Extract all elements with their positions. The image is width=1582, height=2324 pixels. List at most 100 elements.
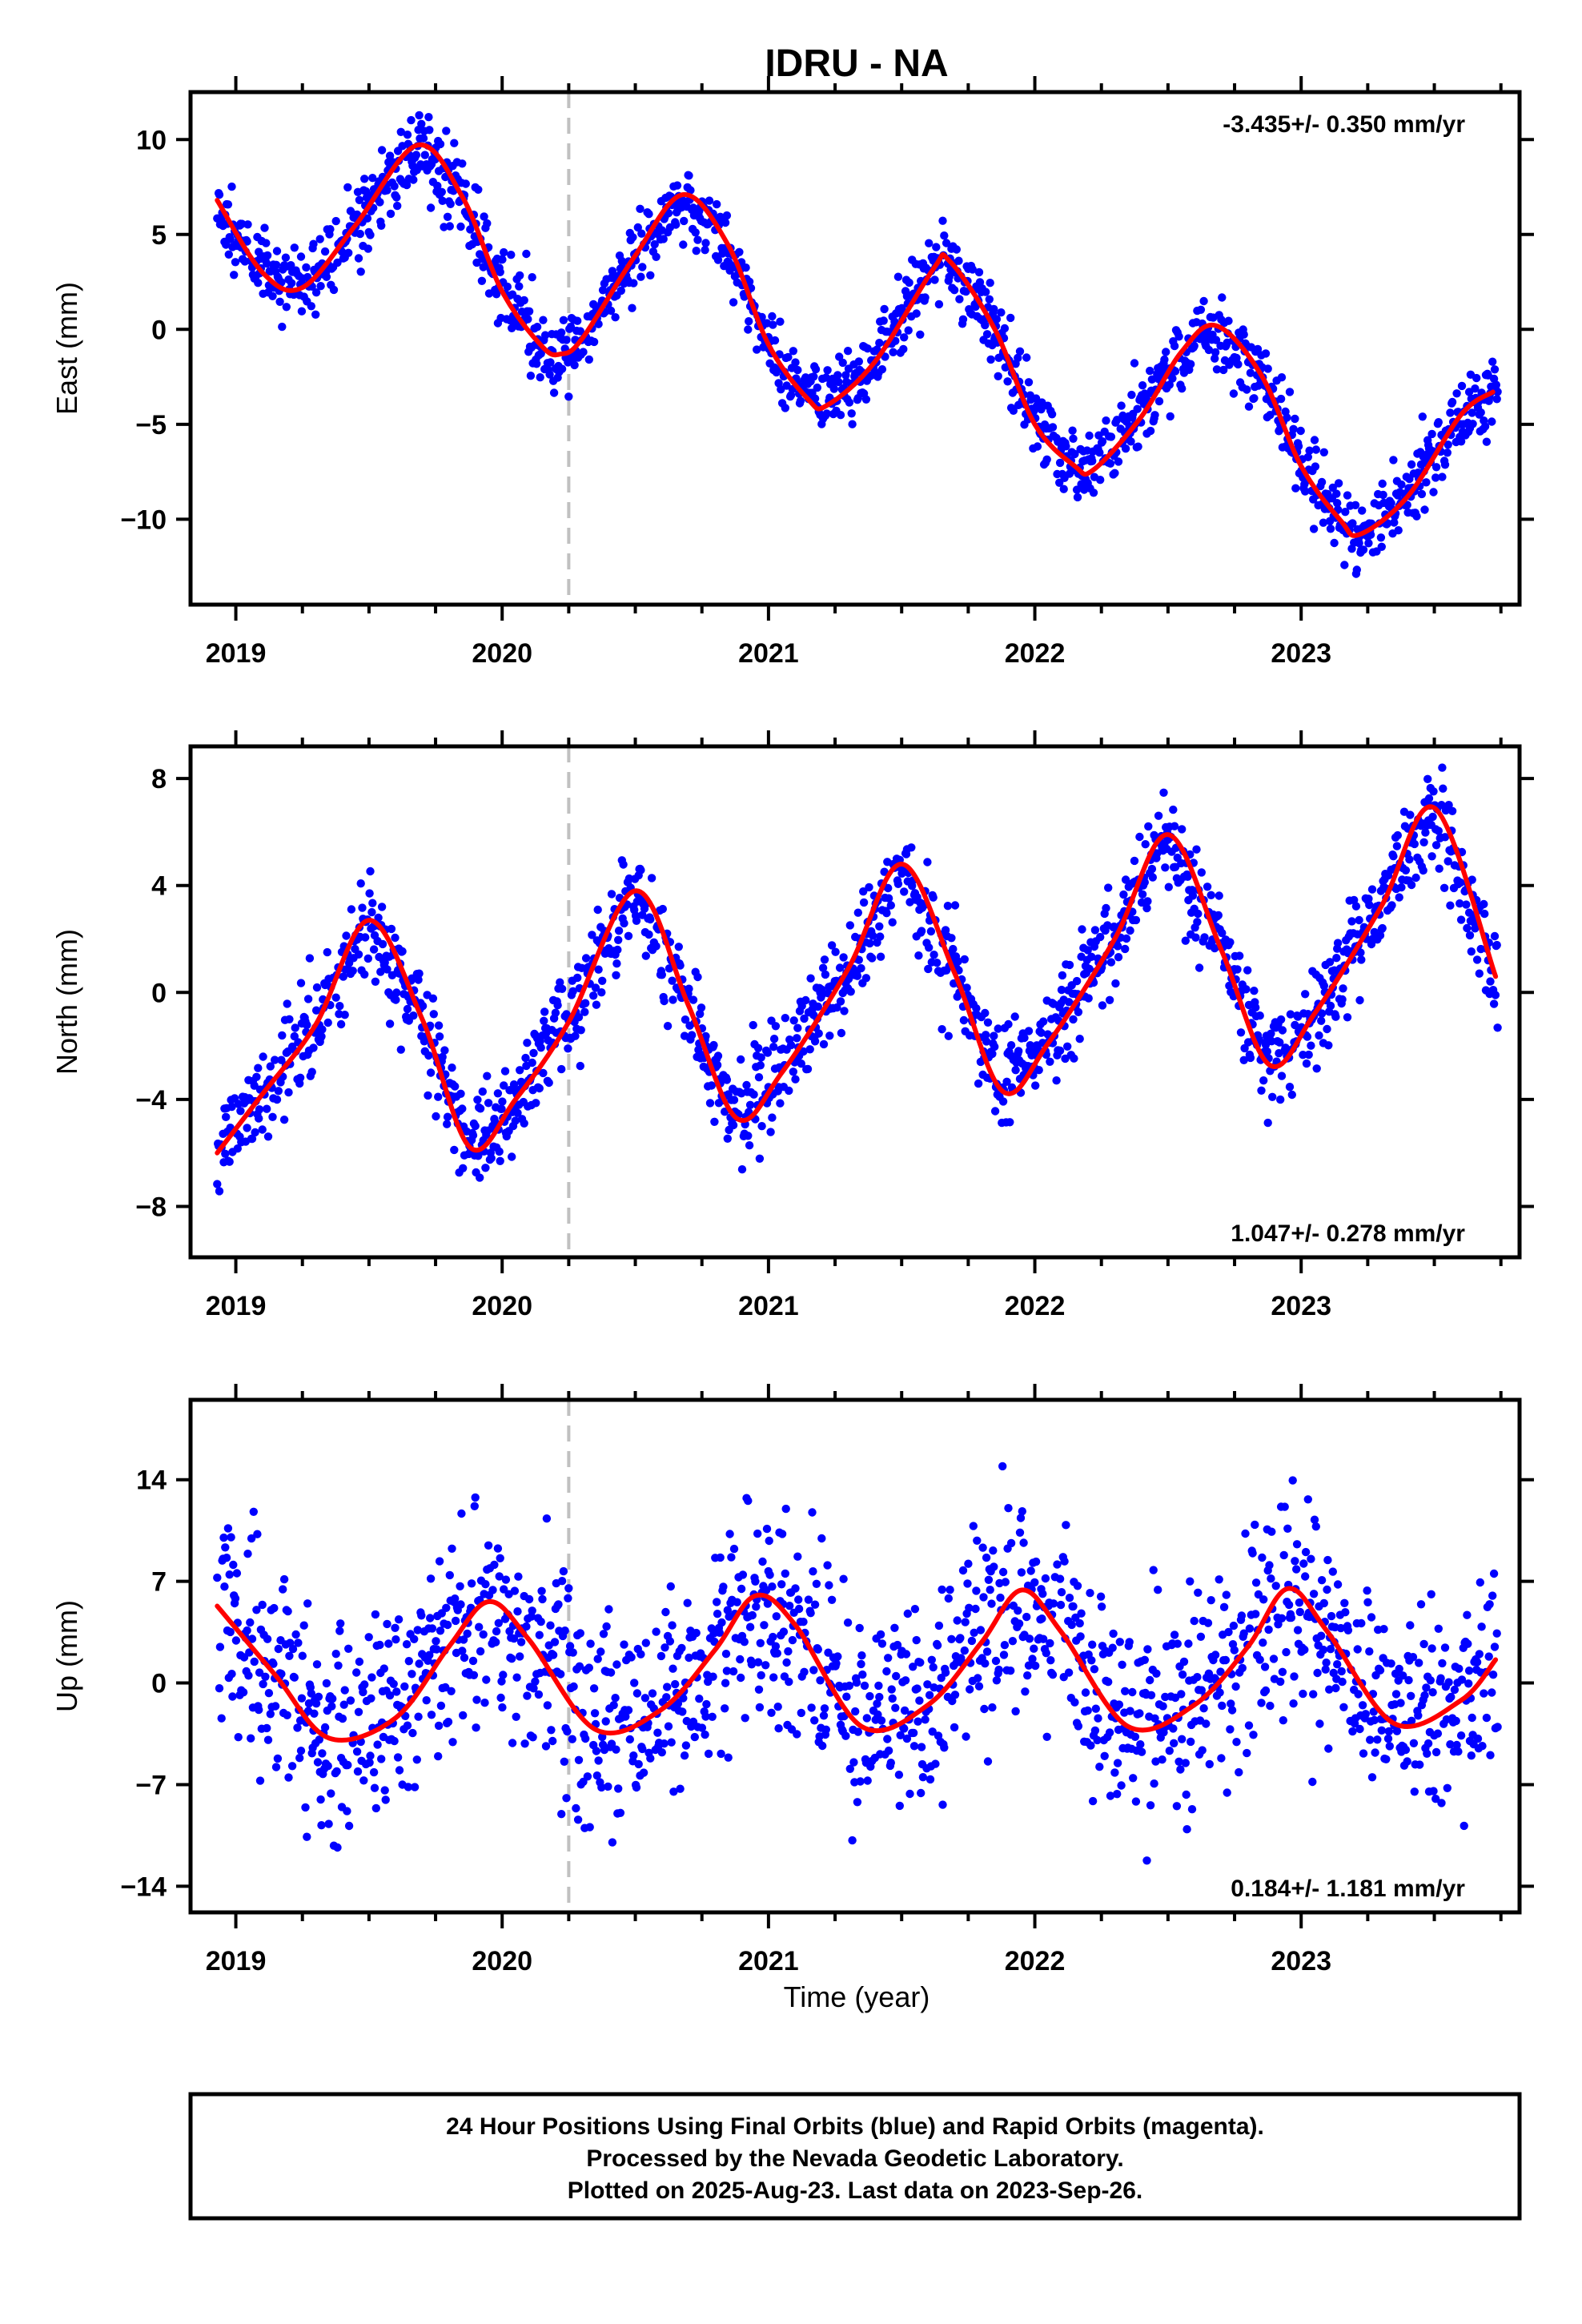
up-point [941, 1668, 950, 1677]
east-point [1006, 313, 1015, 323]
north-point [266, 1062, 275, 1071]
north-point [1480, 909, 1489, 919]
east-point [1126, 437, 1135, 446]
up-point [535, 1630, 544, 1639]
north-point [1200, 933, 1209, 942]
up-point [510, 1586, 520, 1595]
up-point [886, 1759, 896, 1767]
north-point [1307, 1041, 1315, 1050]
up-point [1416, 1600, 1426, 1609]
up-point [1187, 1805, 1197, 1814]
north-point [960, 955, 970, 964]
up-point [1348, 1727, 1357, 1736]
up-point [755, 1703, 765, 1712]
up-point [1289, 1699, 1298, 1708]
up-point [882, 1667, 891, 1676]
north-point [1143, 897, 1152, 906]
up-point [369, 1767, 379, 1777]
north-point [776, 1099, 785, 1108]
up-point [641, 1638, 650, 1647]
north-point [882, 909, 891, 918]
north-point [742, 1080, 751, 1090]
up-point [415, 1659, 424, 1668]
up-y-tick-label: 14 [136, 1466, 167, 1496]
north-point [614, 935, 623, 945]
east-point [296, 252, 306, 261]
up-point [781, 1569, 789, 1578]
east-point [1468, 420, 1477, 428]
up-point [724, 1753, 733, 1762]
east-point [745, 317, 753, 326]
east-point [355, 195, 364, 204]
east-point [1431, 463, 1441, 472]
east-point [1417, 489, 1427, 499]
up-point [1339, 1703, 1348, 1711]
east-point [322, 272, 331, 281]
up-point [1137, 1747, 1146, 1756]
up-point [970, 1628, 978, 1638]
east-point [307, 302, 315, 311]
up-point [393, 1753, 403, 1762]
up-point [991, 1656, 1001, 1666]
up-point [404, 1783, 413, 1791]
up-point [630, 1679, 639, 1687]
north-point [1215, 891, 1223, 900]
up-point [258, 1600, 267, 1610]
east-point [925, 239, 934, 247]
east-y-tick-label: −5 [135, 410, 167, 440]
east-point [829, 384, 839, 393]
up-point [1215, 1575, 1223, 1584]
north-point [1319, 981, 1329, 991]
up-point [1095, 1763, 1104, 1771]
north-point [1144, 822, 1153, 831]
up-point [1121, 1687, 1130, 1695]
north-point [1333, 939, 1343, 947]
up-point [436, 1626, 445, 1635]
north-point [1142, 903, 1151, 913]
north-point [1267, 1029, 1275, 1039]
up-point [708, 1712, 717, 1721]
up-point [389, 1679, 398, 1688]
north-point [865, 939, 874, 948]
up-point [765, 1536, 773, 1546]
up-point [1261, 1686, 1271, 1695]
north-point [938, 1025, 946, 1034]
north-point [990, 1107, 1000, 1116]
north-point [1357, 955, 1366, 964]
north-point [713, 1051, 723, 1060]
up-point [1480, 1689, 1488, 1698]
north-point [305, 954, 315, 963]
up-point [1382, 1755, 1391, 1763]
east-point [524, 307, 534, 316]
east-point [375, 198, 384, 207]
east-point [1113, 416, 1122, 424]
north-point [1233, 965, 1242, 974]
up-point [969, 1522, 978, 1530]
up-point [1006, 1538, 1016, 1548]
north-point [557, 984, 567, 994]
north-point [1268, 1092, 1277, 1102]
north-point [1024, 1027, 1034, 1035]
up-point [492, 1638, 500, 1647]
north-point [1387, 901, 1396, 910]
north-point [303, 1020, 311, 1030]
east-point [1378, 479, 1387, 489]
east-point [646, 271, 655, 279]
up-point [852, 1678, 861, 1687]
north-point [768, 1113, 777, 1122]
north-point [789, 1016, 798, 1025]
up-point [774, 1724, 783, 1733]
north-point [309, 1043, 318, 1052]
up-point [794, 1604, 804, 1614]
up-point [998, 1462, 1007, 1471]
east-point [1055, 458, 1065, 468]
up-x-tick-label: 2022 [1005, 1946, 1066, 1976]
north-point [1161, 863, 1170, 872]
up-point [1091, 1704, 1101, 1713]
north-point [1378, 923, 1387, 933]
east-point [483, 219, 492, 228]
up-point [556, 1670, 565, 1679]
north-point [1480, 899, 1488, 909]
up-point [1152, 1669, 1161, 1678]
